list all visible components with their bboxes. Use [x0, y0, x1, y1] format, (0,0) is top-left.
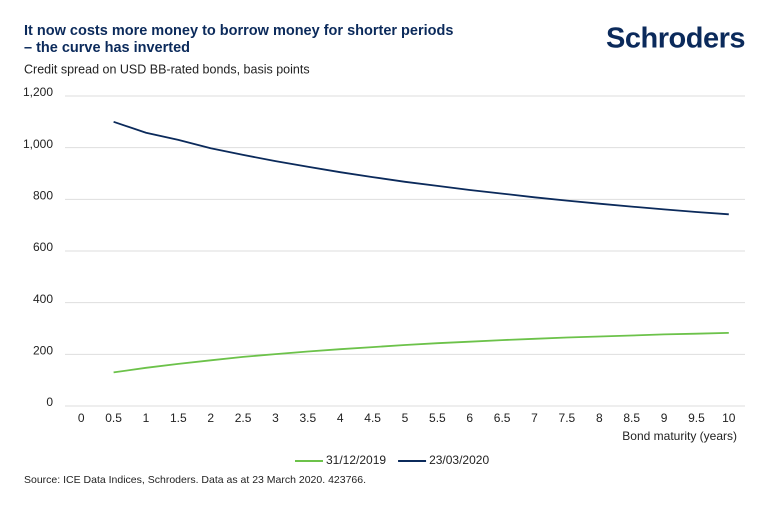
- x-tick-label: 2.5: [235, 411, 252, 425]
- chart-title: It now costs more money to borrow money …: [24, 23, 453, 39]
- y-tick-label: 400: [33, 292, 53, 306]
- legend-label: 31/12/2019: [326, 453, 386, 467]
- y-tick-label: 0: [46, 395, 53, 409]
- y-tick-label: 1,200: [23, 85, 53, 99]
- x-tick-label: 1.5: [170, 411, 187, 425]
- x-tick-label: 6.5: [494, 411, 511, 425]
- legend-label: 23/03/2020: [429, 453, 489, 467]
- x-tick-label: 9: [661, 411, 668, 425]
- y-tick-label: 800: [33, 189, 53, 203]
- x-tick-label: 5: [402, 411, 409, 425]
- line: [113, 120, 729, 216]
- x-tick-label: 5.5: [429, 411, 446, 425]
- source: Source: ICE Data Indices, Schroders. Dat…: [24, 474, 366, 486]
- x-tick-label: 0: [78, 411, 85, 425]
- y-tick-label: 200: [33, 344, 53, 358]
- x-tick-label: 3: [272, 411, 279, 425]
- x-tick-label: 8.5: [623, 411, 640, 425]
- x-tick-label: 4.5: [364, 411, 381, 425]
- x-tick-label: 8: [596, 411, 603, 425]
- x-axis-label: Bond maturity (years): [622, 429, 737, 443]
- x-tick-label: 10: [722, 411, 736, 425]
- x-tick-label: 9.5: [688, 411, 705, 425]
- x-tick-label: 2: [207, 411, 214, 425]
- x-tick-label: 4: [337, 411, 344, 425]
- x-tick-label: 6: [466, 411, 473, 425]
- x-tick-label: 3.5: [300, 411, 317, 425]
- x-tick-label: 7.5: [559, 411, 576, 425]
- line: [113, 332, 729, 374]
- y-tick-label: 1,000: [23, 137, 53, 151]
- y-tick-label: 600: [33, 240, 53, 254]
- logo: Schroders: [606, 23, 745, 55]
- x-tick-label: 1: [143, 411, 150, 425]
- x-tick-label: 7: [531, 411, 538, 425]
- x-tick-label: 0.5: [105, 411, 122, 425]
- chart-title: – the curve has inverted: [24, 40, 190, 56]
- chart-subtitle: Credit spread on USD BB-rated bonds, bas…: [24, 62, 310, 76]
